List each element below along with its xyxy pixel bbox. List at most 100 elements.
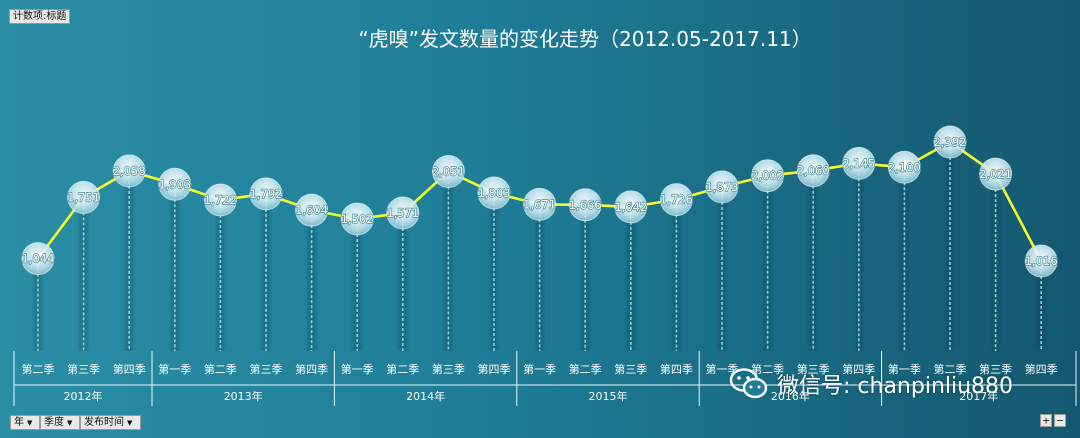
quarter-tick-label: 第三季 [67,362,100,376]
data-label: 1,016 [1025,254,1058,268]
data-label: 1,792 [250,187,283,201]
data-label: 1,803 [478,186,511,200]
quarter-tick-label: 第一季 [158,362,191,376]
data-point [249,177,283,211]
data-point [614,190,648,224]
year-tick-label: 2016年 [771,389,810,403]
data-label: 2,060 [797,164,830,178]
data-point [659,183,693,217]
stem-shadow [259,193,273,351]
stem-shadow [851,163,866,351]
quarter-tick-label: 第三季 [250,362,283,376]
year-field-label: 年 [14,417,24,428]
data-point [933,125,967,159]
quarter-tick-label: 第二季 [751,362,784,376]
stem-shadow [532,204,547,351]
quarter-tick-label: 第四季 [660,362,693,376]
data-point [887,150,921,184]
quarter-tick-label: 第三季 [614,362,647,376]
data-label: 1,751 [67,190,100,204]
quarter-tick-label: 第二季 [22,362,55,376]
data-point [796,154,830,188]
quarter-tick-label: 第一季 [523,362,556,376]
stem-shadow [441,171,456,351]
stem-shadow [578,204,593,351]
quarter-tick-label: 第一季 [888,362,921,376]
data-label: 2,145 [842,156,875,170]
quarter-tick-label: 第三季 [797,362,830,376]
dropdown-arrow-icon: ▼ [127,419,133,427]
year-tick-label: 2017年 [959,389,998,403]
expand-button[interactable]: + [1040,414,1052,427]
data-point [477,176,511,210]
quarter-tick-label: 第一季 [706,362,739,376]
quarter-tick-label: 第一季 [341,362,374,376]
category-axis: 第二季 第三季 第四季 第一季 第二季 第三季 第四季 第一季 第二季 第三季 第四季 第一季 第二季第… [13,351,1077,406]
data-label: 1,604 [295,203,328,217]
data-point [705,170,739,204]
data-label: 2,392 [934,135,967,149]
data-point [979,157,1013,191]
quarter-tick-label: 第四季 [295,362,328,376]
data-label: 1,044 [22,252,55,266]
data-point [386,196,420,230]
quarter-tick-label: 第三季 [979,362,1012,376]
data-label: 1,502 [341,212,374,226]
publish-time-field-label: 发布时间 [84,417,124,428]
quarter-tick-label: 第四季 [842,362,875,376]
collapse-button[interactable]: − [1054,414,1066,427]
count-field-label: 计数项:标题 [13,11,67,22]
data-label: 1,726 [660,193,693,207]
dropdown-arrow-icon: ▼ [67,419,73,427]
data-point [112,154,146,188]
quarter-tick-label: 第二季 [386,362,419,376]
season-field-button[interactable]: 季度 ▼ [40,415,80,430]
wechat-icon [729,368,768,399]
data-label: 1,642 [614,200,647,214]
year-field-button[interactable]: 年 ▼ [10,415,40,430]
data-label: 2,002 [751,169,784,183]
data-point [431,154,465,188]
data-label: 2,021 [979,167,1012,181]
data-label: 1,666 [569,198,602,212]
stem-shadow [167,184,182,351]
data-point [67,180,101,214]
data-point [21,242,55,276]
data-label: 2,100 [888,160,921,174]
quarter-tick-label: 第三季 [432,362,465,376]
stem-shadow [988,174,1003,351]
data-label: 1,903 [158,177,191,191]
quarter-tick-label: 第四季 [113,362,146,376]
season-field-label: 季度 [44,417,64,428]
data-point [295,193,329,227]
count-field-button[interactable]: 计数项:标题 [9,9,71,24]
data-label: 1,671 [523,197,556,211]
year-tick-label: 2015年 [589,389,628,403]
data-point [842,146,876,180]
quarter-tick-label: 第二季 [569,362,602,376]
data-point [340,202,374,236]
quarter-tick-label: 第二季 [204,362,237,376]
dropdown-arrow-icon: ▼ [27,419,33,427]
data-point [1024,244,1058,278]
quarter-tick-label: 第二季 [934,362,967,376]
data-label: 2,058 [113,164,146,178]
data-label: 2,051 [432,164,465,178]
quarter-tick-label: 第四季 [478,362,511,376]
year-tick-label: 2013年 [224,389,263,403]
data-point [158,167,192,201]
data-point [523,187,557,221]
publish-time-field-button[interactable]: 发布时间 ▼ [80,415,141,430]
quarter-tick-label: 第四季 [1025,362,1058,376]
data-label: 1,571 [386,206,419,220]
watermark: 微信号: chanpinliu880 [729,364,1049,404]
series-group: 1,044 1,751 2,058 1,903 1,722 1,792 1,604 1,502… [21,125,1058,278]
stem-shadow [487,192,501,351]
stem-shadow [943,142,957,351]
chart-title: “虎嗅”发文数量的变化走势（2012.05-2017.11） [358,27,811,51]
year-tick-label: 2012年 [64,389,103,403]
data-point [203,183,237,217]
year-tick-label: 2014年 [406,389,445,403]
data-label: 1,722 [204,193,237,207]
